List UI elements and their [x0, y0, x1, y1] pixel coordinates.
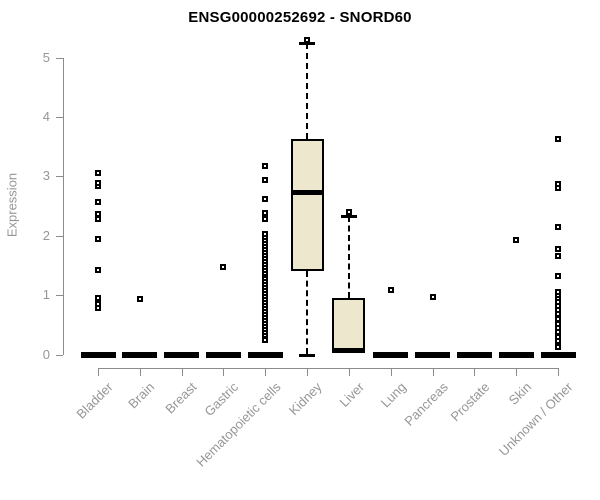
- collapsed-box: [373, 351, 409, 358]
- x-tick-label-text: Unknown / Other: [496, 379, 576, 459]
- x-tick-label-text: Prostate: [447, 379, 493, 425]
- x-tick-label-text: Skin: [505, 379, 535, 408]
- outlier-point: [513, 237, 520, 244]
- collapsed-box: [247, 351, 283, 358]
- outlier-point: [555, 181, 562, 188]
- outlier-point: [555, 245, 562, 252]
- x-tick-label-text: Gastric: [201, 379, 242, 420]
- outlier-point: [262, 209, 269, 216]
- collapsed-box: [498, 351, 534, 358]
- outlier-point: [345, 208, 352, 215]
- outlier-point: [555, 253, 562, 260]
- collapsed-box: [415, 351, 451, 358]
- y-tick-label: 2: [42, 227, 50, 243]
- median-line: [332, 348, 366, 354]
- collapsed-box: [122, 351, 158, 358]
- x-tick-label-text: Lung: [377, 379, 409, 411]
- x-tick: [307, 368, 309, 376]
- collapsed-box: [540, 351, 576, 358]
- outlier-point: [387, 287, 394, 294]
- x-tick: [474, 368, 476, 376]
- x-tick: [516, 368, 518, 376]
- y-tick-label: 4: [42, 108, 50, 124]
- lower-whisker: [306, 271, 309, 355]
- outlier-point: [555, 273, 562, 280]
- upper-whisker: [347, 216, 350, 299]
- upper-whisker-cap: [340, 215, 357, 219]
- x-tick: [558, 368, 560, 376]
- y-tick: [56, 57, 63, 59]
- x-axis: [98, 368, 559, 369]
- x-tick-label-text: Bladder: [73, 379, 116, 422]
- x-tick: [432, 368, 434, 376]
- y-tick-label: 3: [42, 168, 50, 184]
- y-tick: [56, 235, 63, 237]
- x-tick-label-text: Breast: [162, 379, 200, 417]
- outlier-point: [262, 216, 269, 223]
- outlier-point: [95, 211, 101, 218]
- outlier-point: [95, 169, 101, 176]
- x-tick-label-text: Brain: [125, 379, 158, 412]
- lower-whisker-cap: [299, 353, 316, 357]
- outlier-point: [136, 296, 143, 303]
- x-tick-label-text: Pancreas: [401, 379, 451, 429]
- outlier-point: [95, 236, 101, 243]
- box-kidney: [290, 139, 324, 272]
- y-tick: [56, 176, 63, 178]
- y-tick-label: 0: [42, 346, 50, 362]
- y-tick: [56, 295, 63, 297]
- outlier-point: [429, 293, 436, 300]
- outlier-point: [555, 223, 562, 230]
- x-tick-label-text: Kidney: [286, 379, 325, 419]
- y-axis-label: Expression: [4, 172, 20, 238]
- outlier-point: [262, 176, 269, 183]
- collapsed-box: [205, 351, 241, 358]
- box-liver: [332, 298, 366, 354]
- outlier-point: [95, 199, 101, 206]
- outlier-point: [555, 135, 562, 142]
- outlier-point: [262, 230, 269, 237]
- outlier-point: [95, 267, 101, 274]
- outlier-point: [262, 163, 269, 170]
- collapsed-box: [164, 351, 200, 358]
- outlier-point: [220, 264, 227, 271]
- x-tick-label-text: Hematopoietic cells: [192, 379, 284, 470]
- y-axis: [63, 57, 64, 355]
- x-tick: [265, 368, 267, 376]
- upper-whisker-cap: [299, 41, 316, 45]
- x-tick: [181, 368, 183, 376]
- upper-whisker: [306, 42, 309, 140]
- y-tick-label: 5: [42, 49, 50, 65]
- collapsed-box: [80, 351, 116, 358]
- outlier-point: [95, 301, 101, 307]
- outlier-point: [555, 344, 562, 351]
- x-tick: [348, 368, 350, 376]
- x-tick: [390, 368, 392, 376]
- chart-title: ENSG00000252692 - SNORD60: [188, 9, 412, 26]
- x-tick: [139, 368, 141, 376]
- outlier-point: [304, 36, 311, 43]
- x-tick-label-text: Liver: [336, 379, 367, 410]
- x-tick: [98, 368, 99, 376]
- outlier-point: [95, 295, 101, 302]
- y-tick-label: 1: [42, 287, 50, 303]
- median-line: [290, 190, 324, 196]
- y-tick: [56, 354, 63, 356]
- outlier-point: [555, 289, 562, 296]
- outlier-point: [95, 179, 101, 186]
- x-tick: [223, 368, 225, 376]
- outlier-point: [262, 196, 269, 203]
- collapsed-box: [456, 351, 492, 358]
- y-tick: [56, 116, 63, 118]
